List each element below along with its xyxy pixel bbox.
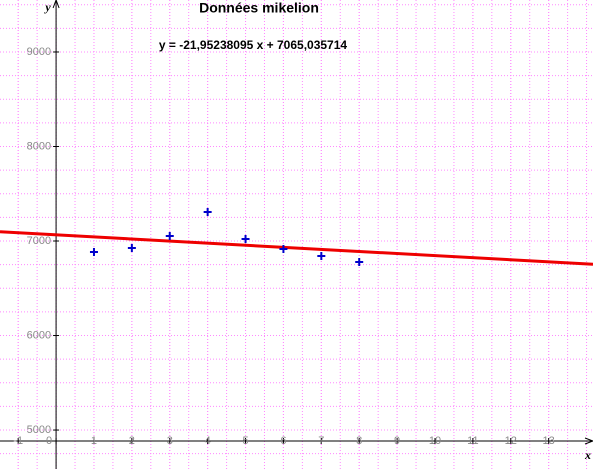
x-tick-label: 11 (467, 435, 478, 447)
point (203, 207, 212, 216)
regression-line (0, 230, 593, 266)
x-tick-label: 1 (91, 435, 97, 447)
x-axis-label: x (584, 448, 591, 462)
x-tick-label: 8 (356, 435, 362, 447)
point (127, 244, 136, 253)
x-tick-label: 9 (394, 435, 400, 447)
x-tick-label: 3 (167, 435, 173, 447)
point (317, 252, 326, 261)
equation: y = -21,95238095 x + 7065,035714 (159, 38, 348, 52)
x-tick-label: 13 (543, 435, 555, 447)
point (279, 245, 288, 254)
x-tick-label: 2 (129, 435, 135, 447)
x-tick-label: 7 (318, 435, 324, 447)
point (165, 232, 174, 240)
y-tick-label: 6000 (27, 329, 51, 341)
x-tick-label: 6 (280, 435, 286, 447)
x-tick-label: 5 (242, 435, 248, 447)
x-tick-label: 0 (46, 435, 52, 447)
chart-title: Données mikelion (199, 0, 319, 16)
x-tick-label: 10 (429, 435, 441, 447)
y-tick-label: 9000 (27, 46, 51, 58)
y-tick-label: 7000 (27, 235, 51, 247)
point (355, 257, 364, 266)
y-axis-arrow (52, 0, 60, 9)
x-tick-label: 12 (505, 435, 517, 447)
point (89, 247, 98, 256)
y-tick-label: 8000 (27, 140, 51, 152)
marks (0, 207, 593, 266)
x-tick-label: 4 (205, 435, 211, 447)
y-tick-label: 5000 (27, 424, 51, 436)
x-axis-arrow (584, 437, 593, 445)
y-axis-label: y (43, 0, 51, 14)
x-tick-label: -1 (13, 435, 23, 447)
point (241, 235, 250, 244)
